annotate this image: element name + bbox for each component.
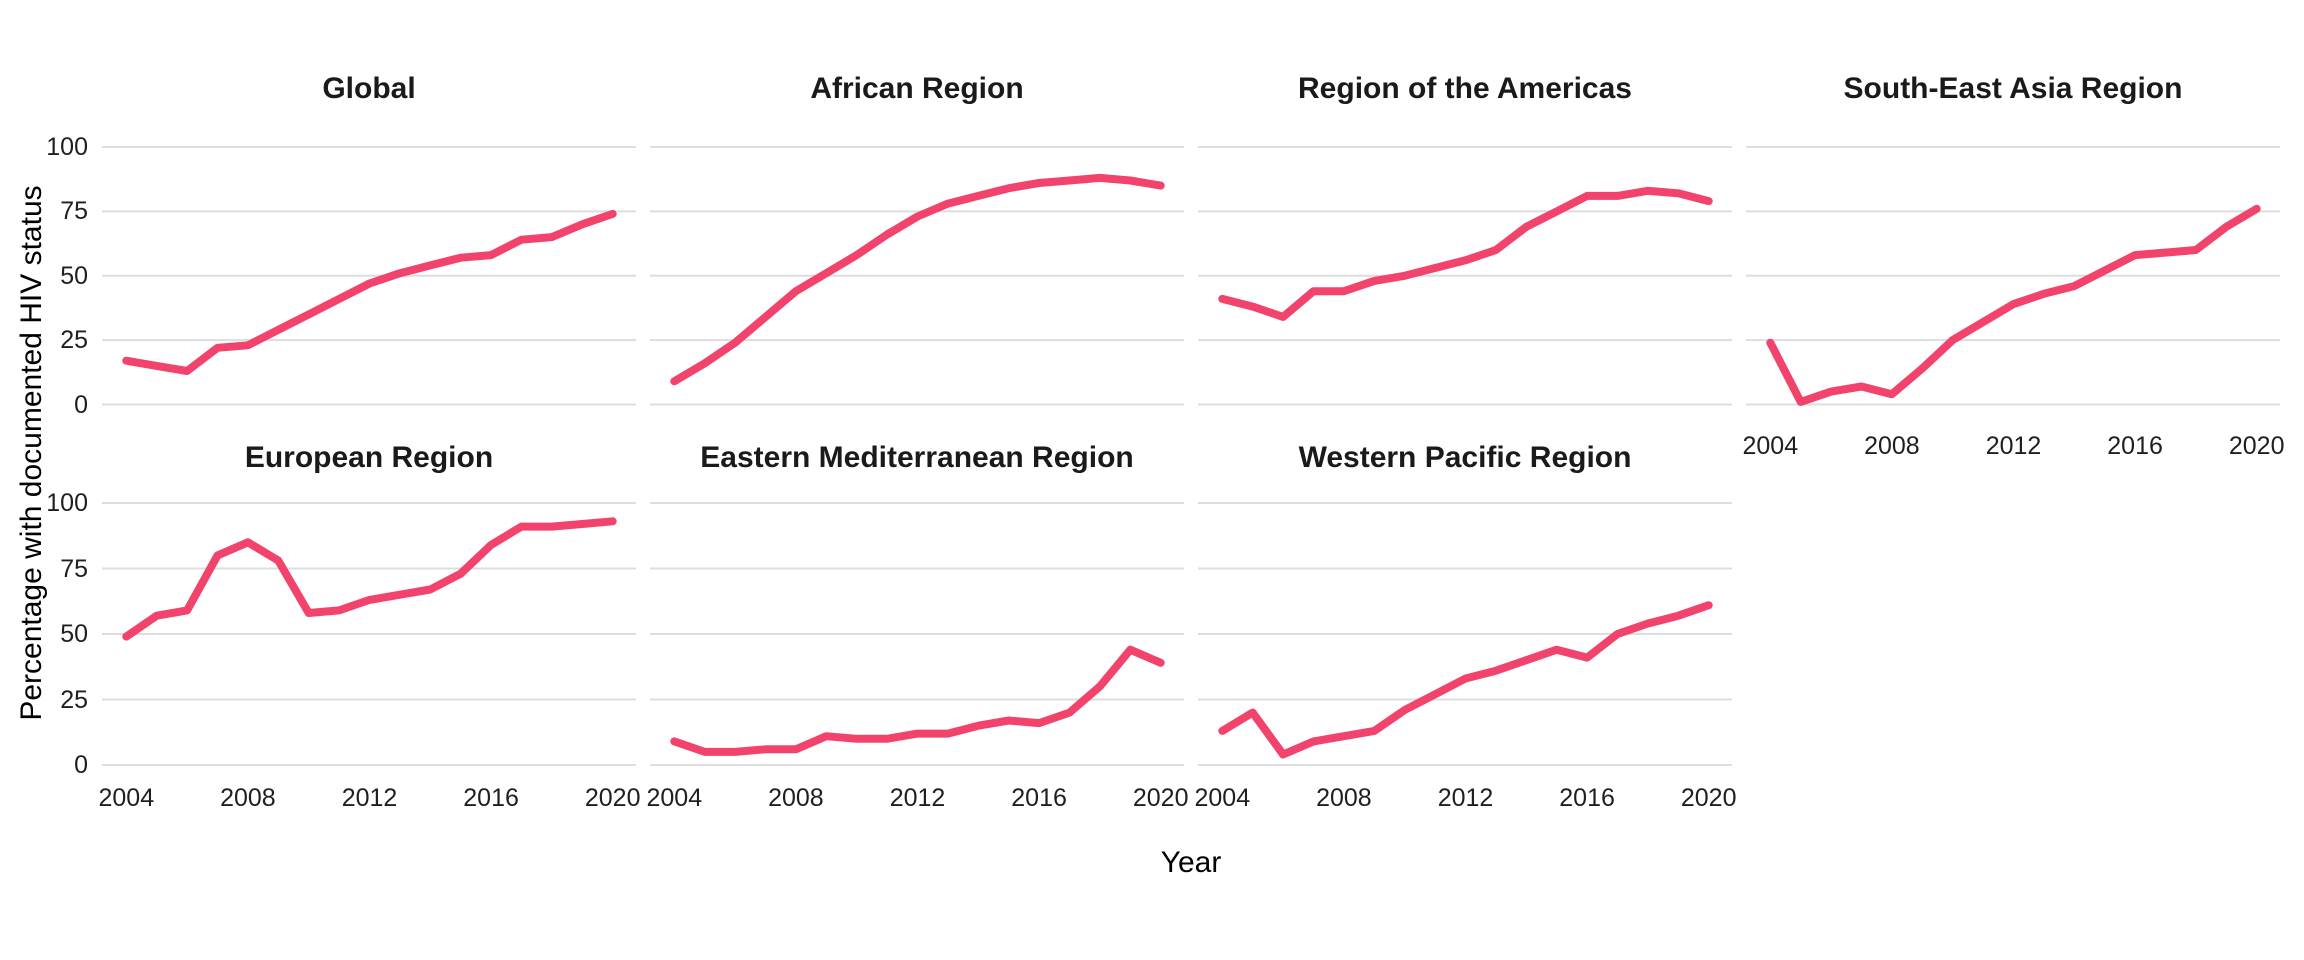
line-chart-african-region — [650, 146, 1184, 406]
x-tick-label-european-region-2016: 2016 — [463, 784, 519, 812]
series-line-eastern-mediterranean-region — [670, 645, 1165, 756]
facet-title-south-east-asia-region: South-East Asia Region — [1843, 72, 2183, 105]
series-line-european-region — [122, 517, 617, 641]
x-axis-title: Year — [1160, 846, 1222, 879]
facet-title-region-of-the-americas: Region of the Americas — [1298, 72, 1632, 105]
x-tick-label-south-east-asia-region-2004: 2004 — [1742, 432, 1799, 460]
series-line-global — [122, 209, 617, 375]
line-chart-eastern-mediterranean-region — [650, 502, 1184, 766]
x-tick-label-eastern-mediterranean-region-2016: 2016 — [1011, 784, 1067, 812]
y-tick-label-european-region-0: 0 — [74, 751, 88, 779]
line-chart-region-of-the-americas — [1198, 146, 1732, 406]
facet-title-african-region: African Region — [810, 72, 1024, 105]
x-tick-label-european-region-2004: 2004 — [98, 784, 155, 812]
line-chart-european-region — [102, 502, 636, 766]
line-chart-global — [102, 146, 636, 406]
facet-title-global: Global — [322, 72, 416, 105]
series-line-region-of-the-americas — [1218, 186, 1713, 321]
x-tick-label-south-east-asia-region-2016: 2016 — [2107, 432, 2163, 460]
y-tick-label-european-region-50: 50 — [60, 620, 88, 648]
facet-title-european-region: European Region — [244, 441, 494, 474]
x-tick-label-eastern-mediterranean-region-2004: 2004 — [646, 784, 703, 812]
x-tick-label-eastern-mediterranean-region-2012: 2012 — [889, 784, 946, 812]
facet-title-eastern-mediterranean-region: Eastern Mediterranean Region — [700, 441, 1134, 474]
y-tick-label-european-region-100: 100 — [46, 489, 88, 517]
series-line-western-pacific-region — [1218, 601, 1713, 759]
y-tick-label-european-region-75: 75 — [60, 554, 88, 583]
x-tick-label-south-east-asia-region-2008: 2008 — [1864, 432, 1920, 460]
x-tick-label-european-region-2012: 2012 — [341, 784, 398, 812]
y-tick-label-global-0: 0 — [74, 390, 88, 419]
x-tick-label-eastern-mediterranean-region-2020: 2020 — [1132, 784, 1189, 812]
facet-title-western-pacific-region: Western Pacific Region — [1298, 441, 1632, 474]
y-tick-label-global-50: 50 — [60, 261, 88, 290]
x-tick-label-western-pacific-region-2016: 2016 — [1559, 784, 1615, 812]
x-tick-label-south-east-asia-region-2020: 2020 — [2228, 432, 2285, 460]
y-tick-label-european-region-25: 25 — [60, 685, 88, 714]
x-tick-label-south-east-asia-region-2012: 2012 — [1985, 432, 2042, 460]
series-line-south-east-asia-region — [1766, 204, 2261, 406]
x-tick-label-european-region-2020: 2020 — [584, 784, 641, 812]
x-tick-label-european-region-2008: 2008 — [220, 784, 276, 812]
x-tick-label-western-pacific-region-2012: 2012 — [1437, 784, 1494, 812]
y-tick-label-global-100: 100 — [46, 133, 88, 161]
series-line-african-region — [670, 173, 1165, 386]
line-chart-western-pacific-region — [1198, 502, 1732, 766]
x-tick-label-western-pacific-region-2004: 2004 — [1194, 784, 1251, 812]
x-tick-label-eastern-mediterranean-region-2008: 2008 — [768, 784, 824, 812]
line-chart-south-east-asia-region — [1746, 146, 2280, 406]
y-tick-label-global-25: 25 — [60, 326, 88, 355]
x-tick-label-western-pacific-region-2008: 2008 — [1316, 784, 1372, 812]
y-tick-label-global-75: 75 — [60, 197, 88, 226]
x-tick-label-western-pacific-region-2020: 2020 — [1680, 784, 1737, 812]
